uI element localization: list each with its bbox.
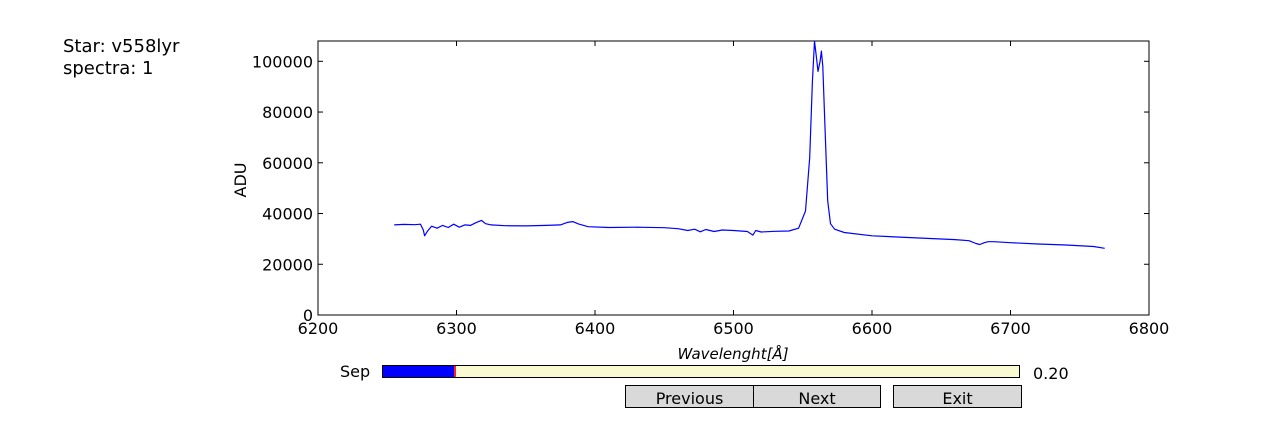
y-axis-label: ADU xyxy=(231,163,250,198)
x-tick-label: 6200 xyxy=(298,319,339,338)
star-info: Star: v558lyr spectra: 1 xyxy=(63,36,179,80)
y-tick-label: 20000 xyxy=(262,255,313,274)
next-button[interactable]: Next xyxy=(753,385,881,408)
plot-frame xyxy=(317,40,1150,316)
y-tick-label: 80000 xyxy=(262,103,313,122)
y-tick-label: 60000 xyxy=(262,154,313,173)
previous-button[interactable]: Previous xyxy=(625,385,754,408)
x-tick-label: 6700 xyxy=(990,319,1031,338)
star-name-label: Star: v558lyr xyxy=(63,36,180,57)
y-tick-label: 40000 xyxy=(262,205,313,224)
x-tick-label: 6300 xyxy=(436,319,477,338)
x-tick-label: 6800 xyxy=(1129,319,1170,338)
sep-slider-handle[interactable] xyxy=(453,366,456,377)
x-tick-label: 6400 xyxy=(575,319,616,338)
sep-slider-label: Sep xyxy=(340,362,371,381)
y-tick-label: 100000 xyxy=(252,52,313,71)
sep-slider[interactable] xyxy=(382,365,1020,378)
spectra-count-label: spectra: 1 xyxy=(63,58,154,79)
x-tick-label: 6500 xyxy=(713,319,754,338)
spectrum-line xyxy=(394,40,1105,249)
sep-slider-fill xyxy=(383,366,455,377)
x-axis-label: Wavelenght[Å] xyxy=(677,344,788,363)
sep-slider-value: 0.20 xyxy=(1033,364,1069,383)
exit-button[interactable]: Exit xyxy=(893,385,1022,408)
y-tick-label: 0 xyxy=(303,306,313,325)
x-tick-label: 6600 xyxy=(852,319,893,338)
